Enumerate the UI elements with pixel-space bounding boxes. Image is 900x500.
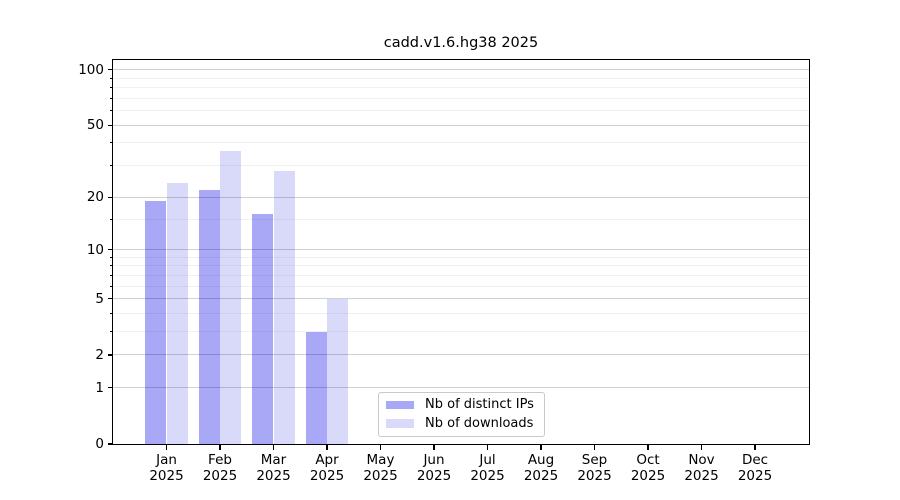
bar-nb-of-downloads-jan	[166, 183, 188, 444]
x-tick-mark	[486, 444, 489, 450]
bar-nb-of-downloads-apr	[327, 298, 349, 444]
y-axis-tick-label: 50	[86, 117, 104, 134]
plot-frame	[112, 59, 810, 445]
x-tick-mark	[433, 444, 435, 450]
y-tick-mark-major	[107, 124, 113, 126]
x-tick-mark	[700, 444, 703, 450]
y-gridline-major	[113, 298, 809, 300]
y-tick-mark-minor	[110, 331, 113, 333]
legend-item-distinct-ips: Nb of distinct IPs	[385, 397, 536, 413]
x-tick-mark	[379, 444, 382, 450]
legend: Nb of distinct IPs Nb of downloads	[378, 391, 545, 437]
y-tick-mark-minor	[110, 218, 113, 220]
bar-nb-of-distinct-ips-apr	[305, 331, 327, 444]
x-tick-mark	[165, 444, 168, 450]
y-axis-tick-label: 0	[95, 436, 104, 452]
y-gridline-minor	[113, 165, 809, 167]
y-tick-mark-minor	[110, 77, 113, 79]
bar-nb-of-distinct-ips-jan	[145, 201, 167, 444]
legend-item-downloads: Nb of downloads	[385, 416, 536, 432]
y-tick-mark-minor	[110, 312, 113, 315]
x-axis-tick-label: Jun 2025	[416, 452, 452, 484]
y-gridline-minor	[113, 313, 809, 314]
y-gridline-minor	[113, 274, 809, 276]
y-tick-mark-major	[107, 248, 113, 251]
y-tick-mark-minor	[110, 256, 113, 258]
y-gridline-major	[113, 69, 809, 71]
x-axis-tick-label: Jul 2025	[470, 452, 505, 484]
x-tick-mark	[540, 444, 542, 450]
y-tick-mark-major	[107, 387, 113, 389]
y-gridline-major	[113, 124, 809, 126]
bar-nb-of-distinct-ips-feb	[198, 189, 220, 444]
y-axis-tick-label: 100	[78, 61, 104, 78]
y-axis-tick-label: 2	[95, 346, 104, 363]
y-gridline-minor	[113, 142, 809, 144]
y-tick-mark-major	[107, 354, 113, 356]
y-gridline-major	[113, 196, 809, 198]
x-tick-mark	[326, 444, 328, 450]
bar-nb-of-distinct-ips-mar	[252, 214, 274, 444]
x-axis-tick-label: Aug 2025	[523, 452, 559, 484]
x-axis-tick-label: Oct 2025	[630, 452, 666, 484]
y-gridline-minor	[113, 256, 809, 258]
bar-nb-of-downloads-feb	[220, 151, 242, 444]
y-gridline-minor	[113, 218, 809, 220]
x-axis-tick-label: Mar 2025	[256, 452, 291, 484]
y-gridline-major	[113, 354, 809, 356]
y-gridline-minor	[113, 77, 809, 79]
y-tick-mark-minor	[110, 285, 113, 287]
legend-swatch-distinct-ips	[385, 400, 414, 410]
y-tick-mark-minor	[110, 110, 113, 112]
x-axis-tick-label: Jan 2025	[149, 452, 184, 484]
x-tick-mark	[593, 444, 596, 450]
x-tick-mark	[272, 444, 275, 450]
y-gridline-minor	[113, 87, 809, 89]
y-gridline-minor	[113, 97, 809, 99]
legend-swatch-downloads	[385, 419, 414, 428]
y-gridline-minor	[113, 331, 809, 333]
y-tick-mark-major	[107, 443, 113, 445]
y-axis-tick-label: 5	[95, 290, 104, 307]
y-gridline-minor	[113, 285, 809, 287]
x-tick-mark	[754, 444, 756, 450]
y-tick-mark-major	[107, 196, 113, 198]
y-tick-mark-minor	[110, 265, 113, 267]
x-axis-tick-label: Sep 2025	[577, 452, 612, 484]
y-tick-mark-minor	[110, 164, 113, 167]
x-axis-tick-label: Apr 2025	[309, 452, 345, 484]
y-axis-tick-label: 10	[86, 241, 104, 258]
y-tick-mark-major	[107, 69, 113, 71]
y-gridline-major	[113, 249, 809, 251]
legend-label-distinct-ips: Nb of distinct IPs	[425, 397, 534, 413]
x-axis-tick-label: Dec 2025	[737, 452, 773, 484]
y-tick-mark-major	[107, 298, 113, 300]
x-axis-tick-label: Nov 2025	[684, 452, 719, 484]
x-tick-mark	[647, 444, 649, 450]
y-axis-tick-label: 20	[86, 189, 104, 206]
y-gridline-minor	[113, 265, 809, 267]
x-axis-tick-label: May 2025	[363, 452, 398, 484]
y-tick-mark-minor	[110, 274, 113, 276]
y-tick-mark-minor	[110, 87, 113, 89]
x-tick-mark	[219, 444, 221, 450]
y-tick-mark-minor	[110, 142, 113, 144]
y-tick-mark-minor	[110, 97, 113, 99]
y-axis-tick-label: 1	[95, 379, 104, 396]
bar-nb-of-downloads-mar	[273, 170, 295, 444]
legend-label-downloads: Nb of downloads	[425, 416, 534, 432]
x-axis-tick-label: Feb 2025	[202, 452, 238, 484]
chart-title: cadd.v1.6.hg38 2025	[383, 35, 539, 51]
y-gridline-major	[113, 387, 809, 389]
y-gridline-minor	[113, 110, 809, 112]
